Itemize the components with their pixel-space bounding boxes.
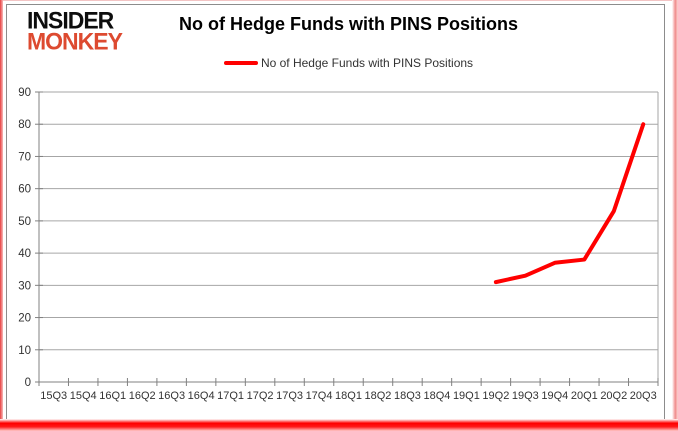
x-axis-label: 17Q4 — [306, 390, 333, 402]
legend-line-swatch-icon — [223, 61, 258, 65]
x-axis-label: 20Q2 — [600, 390, 627, 402]
x-axis-label: 17Q2 — [247, 390, 274, 402]
chart-container: INSIDER MONKEY No of Hedge Funds with PI… — [6, 4, 665, 424]
y-axis-label: 0 — [25, 377, 31, 389]
insider-monkey-logo: INSIDER MONKEY — [27, 6, 123, 55]
x-axis-label: 19Q2 — [482, 390, 509, 402]
x-axis-label: 18Q1 — [335, 390, 362, 402]
y-axis-label: 60 — [18, 184, 31, 196]
y-axis-label: 70 — [18, 151, 31, 163]
x-axis-label: 19Q1 — [453, 390, 480, 402]
legend-series-label: No of Hedge Funds with PINS Positions — [260, 56, 474, 70]
y-axis-label: 30 — [18, 280, 31, 292]
y-axis-label: 50 — [18, 216, 31, 228]
x-axis-label: 18Q3 — [394, 390, 421, 402]
y-axis-label: 40 — [18, 248, 31, 260]
x-axis-label: 20Q3 — [630, 390, 657, 402]
x-axis-label: 16Q3 — [158, 390, 185, 402]
x-axis-label: 17Q3 — [276, 390, 303, 402]
x-axis-label: 16Q4 — [188, 390, 215, 402]
x-axis-label: 16Q1 — [99, 390, 126, 402]
data-line-series — [493, 122, 646, 285]
x-axis-label: 18Q2 — [365, 390, 392, 402]
x-axis-label: 19Q4 — [541, 390, 568, 402]
page-border-right — [672, 0, 678, 431]
x-axis-label: 15Q3 — [40, 390, 67, 402]
chart-legend: No of Hedge Funds with PINS Positions — [39, 56, 658, 70]
x-axis-label: 16Q2 — [129, 390, 156, 402]
x-axis-label: 18Q4 — [423, 390, 450, 402]
page-border-top — [0, 0, 678, 1]
x-axis-label: 20Q1 — [571, 390, 598, 402]
y-axis-label: 80 — [18, 119, 31, 131]
y-axis-label: 20 — [18, 313, 31, 325]
logo-text-insider: INSIDER — [27, 6, 114, 34]
chart-title: No of Hedge Funds with PINS Positions — [178, 14, 518, 34]
y-axis-label: 90 — [18, 87, 31, 99]
x-axis-label: 15Q4 — [70, 390, 97, 402]
x-axis-label: 17Q1 — [217, 390, 244, 402]
y-axis-label: 10 — [18, 345, 31, 357]
x-axis-label: 19Q3 — [512, 390, 539, 402]
logo-text-monkey: MONKEY — [27, 27, 123, 55]
page-border-left — [0, 0, 3, 431]
